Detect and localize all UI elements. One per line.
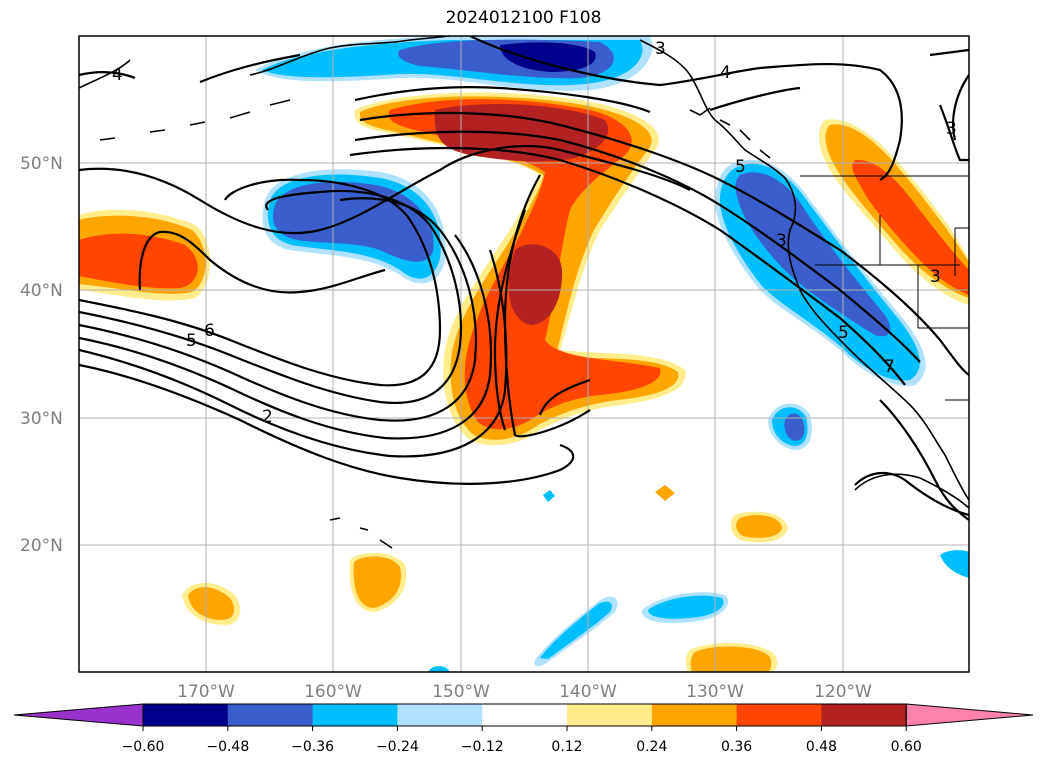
contour-labels: 3 4 4 3 3 5 6 5 2 3 5 7 — [112, 39, 957, 427]
lat-label-20: 20°N — [20, 536, 63, 556]
anomaly-west-coast-neg — [714, 159, 926, 386]
anomaly-ridge-pos — [354, 92, 686, 446]
colorbar-tick-label: −0.24 — [376, 739, 419, 755]
contour-label: 7 — [884, 357, 895, 377]
contour-label: 4 — [720, 63, 731, 83]
contour-label: 2 — [262, 407, 273, 427]
colorbar-tick-label: −0.36 — [291, 739, 334, 755]
colorbar-swatch — [397, 704, 483, 726]
colorbar-extend-high — [905, 703, 1034, 727]
contour-label: 3 — [776, 231, 787, 251]
colorbar-frame — [142, 703, 907, 727]
contour-label: 5 — [186, 331, 197, 351]
lat-label-30: 30°N — [20, 409, 63, 429]
map-content: 3 4 4 3 3 5 6 5 2 3 5 7 — [79, 36, 969, 672]
colorbar: −0.60 −0.48 −0.36 −0.24 −0.12 0.12 0.24 0.36 0.4… — [13, 703, 1034, 755]
colorbar-tick-label: −0.48 — [206, 739, 249, 755]
contour-label: 6 — [204, 321, 215, 341]
colorbar-tick-label: 0.36 — [721, 739, 752, 755]
lon-label-140w: 140°W — [559, 682, 617, 702]
lon-label-170w: 170°W — [177, 682, 235, 702]
colorbar-swatch — [143, 704, 229, 726]
colorbar-tick-label: −0.60 — [122, 739, 165, 755]
colorbar-swatch — [736, 704, 822, 726]
contour-label: 4 — [112, 65, 123, 85]
colorbar-tick-label: 0.60 — [891, 739, 922, 755]
longitude-labels: 170°W 160°W 150°W 140°W 130°W 120°W — [177, 682, 872, 702]
anomaly-gulf-of-alaska — [255, 36, 653, 91]
colorbar-swatch — [567, 704, 653, 726]
lat-label-40: 40°N — [20, 281, 63, 301]
latitude-labels: 50°N 40°N 30°N 20°N — [20, 154, 63, 556]
contour-label: 5 — [838, 323, 849, 343]
contour-label: 3 — [946, 119, 957, 139]
colorbar-tick-label: 0.24 — [636, 739, 667, 755]
colorbar-extend-low — [13, 703, 144, 727]
colorbar-swatch — [227, 704, 314, 726]
colorbar-tick-label: −0.12 — [461, 739, 504, 755]
colorbar-swatch — [312, 704, 398, 726]
map-frame — [78, 35, 970, 673]
lat-label-50: 50°N — [20, 154, 63, 174]
anomaly-pnw-pos — [818, 119, 969, 306]
colorbar-swatch — [482, 704, 568, 726]
lon-label-150w: 150°W — [432, 682, 490, 702]
contour-label: 5 — [735, 157, 746, 177]
colorbar-swatch — [651, 704, 738, 726]
colorbar-tick-label: 0.48 — [806, 739, 837, 755]
anomaly-small-features — [182, 403, 969, 672]
gridlines — [79, 36, 969, 672]
map-title: 2024012100 F108 — [445, 8, 602, 28]
height-contours — [79, 36, 969, 521]
lon-label-160w: 160°W — [304, 682, 362, 702]
lon-label-130w: 130°W — [686, 682, 744, 702]
colorbar-tick-label: 0.12 — [551, 739, 582, 755]
colorbar-swatch — [821, 704, 907, 726]
anomaly-west-pos — [79, 209, 210, 301]
coastlines — [79, 36, 969, 549]
lon-label-120w: 120°W — [814, 682, 872, 702]
contour-label: 3 — [930, 267, 941, 287]
contour-label: 3 — [655, 39, 666, 59]
